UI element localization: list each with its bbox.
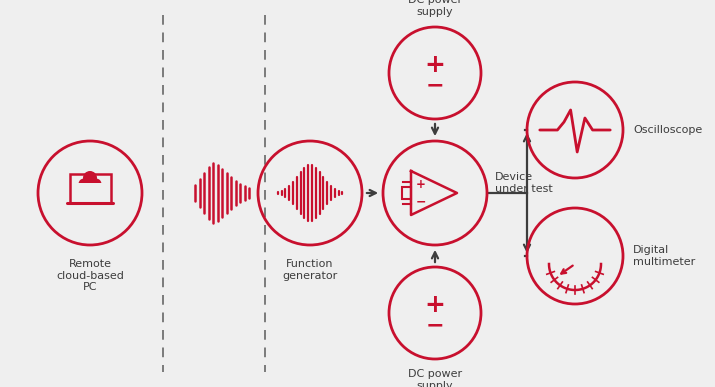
Text: Digital
multimeter: Digital multimeter <box>633 245 695 267</box>
Text: +: + <box>425 53 445 77</box>
Circle shape <box>91 178 102 190</box>
Text: Remote
cloud-based
PC: Remote cloud-based PC <box>56 259 124 292</box>
Text: −: − <box>425 75 444 95</box>
Circle shape <box>83 171 97 185</box>
Text: Device
under test: Device under test <box>495 172 553 194</box>
Text: DC power
supply: DC power supply <box>408 369 462 387</box>
Text: −: − <box>425 315 444 335</box>
FancyBboxPatch shape <box>77 183 103 191</box>
Text: DC power
supply: DC power supply <box>408 0 462 17</box>
Text: Function
generator: Function generator <box>282 259 337 281</box>
Text: +: + <box>425 293 445 317</box>
Text: +: + <box>416 178 426 192</box>
Circle shape <box>79 178 89 190</box>
Text: −: − <box>415 195 426 209</box>
Text: Oscilloscope: Oscilloscope <box>633 125 702 135</box>
